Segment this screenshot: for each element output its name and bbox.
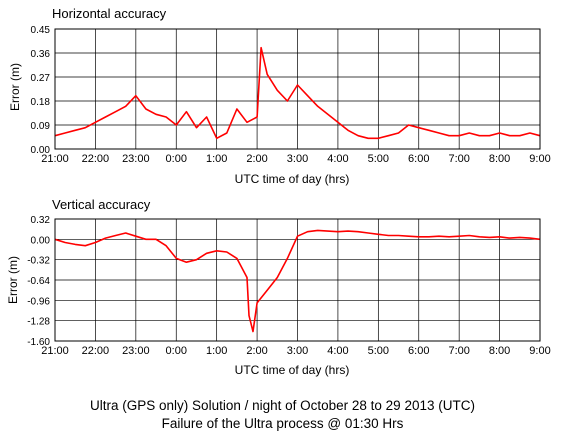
horizontal-x-tick-label: 22:00 xyxy=(82,153,110,165)
horizontal-x-tick-label: 21:00 xyxy=(41,153,69,165)
vertical-x-tick-label: 21:00 xyxy=(41,345,69,357)
horizontal-y-tick-label: 0.18 xyxy=(31,97,51,108)
horizontal-x-tick-label: 8:00 xyxy=(489,153,510,165)
horizontal-x-tick-label: 3:00 xyxy=(287,153,308,165)
horizontal-y-tick-label: 0.00 xyxy=(31,145,51,156)
horizontal-x-tick-label: 9:00 xyxy=(529,153,550,165)
vertical-x-tick-label: 1:00 xyxy=(206,345,227,357)
vertical-accuracy-chart: Vertical accuracy UTC time of day (hrs) … xyxy=(6,197,551,377)
caption-line-2: Failure of the Ultra process @ 01:30 Hrs xyxy=(161,416,404,431)
horizontal-x-tick-label: 2:00 xyxy=(246,153,267,165)
vertical-x-tick-label: 4:00 xyxy=(327,345,348,357)
horizontal-plot-frame xyxy=(54,28,541,150)
horizontal-y-tick-label: 0.27 xyxy=(31,73,51,84)
vertical-x-tick-label: 5:00 xyxy=(368,345,389,357)
vertical-x-tick-label: 9:00 xyxy=(529,345,550,357)
vertical-x-tick-label: 2:00 xyxy=(246,345,267,357)
vertical-y-tick-label: 0.32 xyxy=(31,215,51,226)
horizontal-accuracy-chart: Horizontal accuracy UTC time of day (hrs… xyxy=(8,6,551,186)
horizontal-y-axis-label: Error (m) xyxy=(8,63,22,111)
vertical-y-axis-label: Error (m) xyxy=(6,256,20,304)
vertical-x-tick-label: 3:00 xyxy=(287,345,308,357)
vertical-tick-labels: 21:00 22:00 23:00 0:00 1:00 2:00 3:00 4:00 5:00 6… xyxy=(27,215,551,357)
vertical-error-series xyxy=(54,229,541,333)
horizontal-x-tick-label: 6:00 xyxy=(408,153,429,165)
horizontal-x-tick-label: 4:00 xyxy=(327,153,348,165)
vertical-x-tick-label: 23:00 xyxy=(122,345,150,357)
vertical-y-tick-label: -0.64 xyxy=(27,276,50,287)
vertical-x-tick-label: 0:00 xyxy=(166,345,187,357)
horizontal-error-series xyxy=(54,46,541,140)
horizontal-x-tick-label: 0:00 xyxy=(166,153,187,165)
vertical-chart-title: Vertical accuracy xyxy=(52,197,151,212)
vertical-y-tick-label: -1.28 xyxy=(27,317,50,328)
vertical-x-tick-label: 8:00 xyxy=(489,345,510,357)
vertical-y-tick-label: 0.00 xyxy=(31,235,51,246)
horizontal-y-tick-label: 0.45 xyxy=(31,25,51,36)
horizontal-x-tick-label: 23:00 xyxy=(122,153,150,165)
caption-line-1: Ultra (GPS only) Solution / night of Oct… xyxy=(90,398,475,413)
horizontal-y-tick-label: 0.36 xyxy=(31,49,51,60)
horizontal-x-tick-label: 1:00 xyxy=(206,153,227,165)
vertical-y-tick-label: -1.60 xyxy=(27,337,50,348)
vertical-y-tick-label: -0.32 xyxy=(27,256,50,267)
horizontal-y-tick-label: 0.09 xyxy=(31,121,51,132)
vertical-x-axis-label: UTC time of day (hrs) xyxy=(235,363,350,377)
horizontal-x-tick-label: 5:00 xyxy=(368,153,389,165)
vertical-x-tick-label: 7:00 xyxy=(448,345,469,357)
horizontal-chart-title: Horizontal accuracy xyxy=(52,6,167,21)
vertical-x-tick-label: 22:00 xyxy=(82,345,110,357)
vertical-x-tick-label: 6:00 xyxy=(408,345,429,357)
horizontal-x-tick-label: 7:00 xyxy=(448,153,469,165)
vertical-y-tick-label: -0.96 xyxy=(27,296,50,307)
vertical-plot-frame xyxy=(54,218,541,342)
horizontal-tick-labels: 21:00 22:00 23:00 0:00 1:00 2:00 3:00 4:00 5:00 6… xyxy=(31,25,551,165)
horizontal-x-axis-label: UTC time of day (hrs) xyxy=(235,172,350,186)
